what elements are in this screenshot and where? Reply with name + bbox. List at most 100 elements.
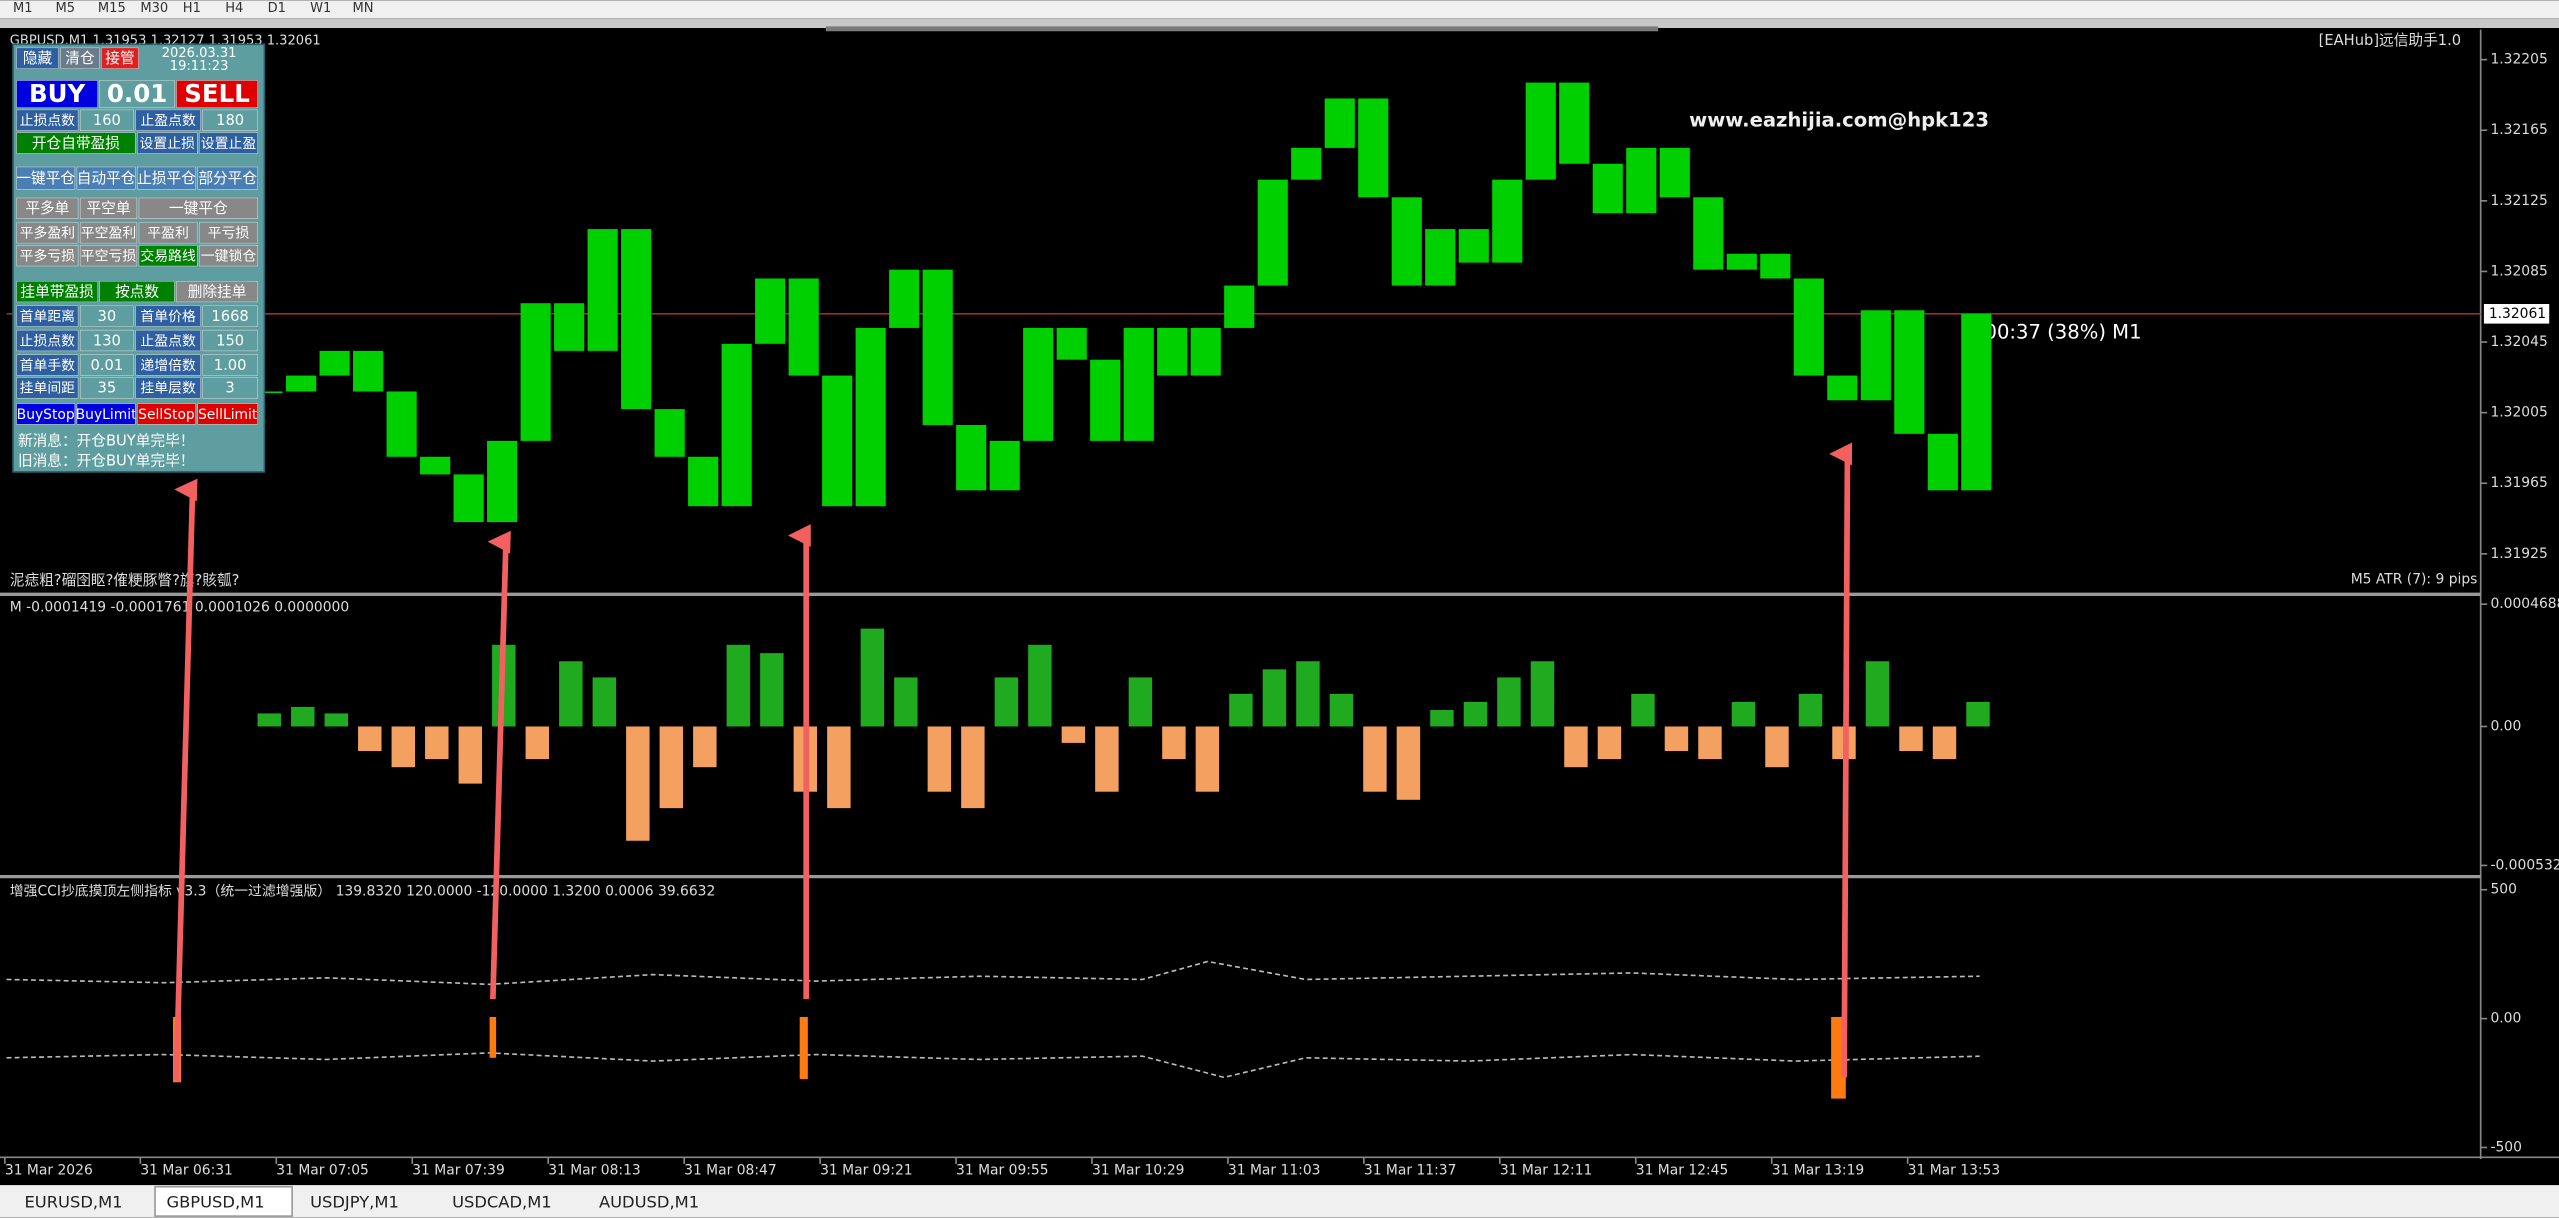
tab-label[interactable]: USDJPY,M1 [310,1193,399,1212]
panel-text[interactable]: 清仓 [65,50,95,67]
panel-cell[interactable]: 150 [202,329,258,352]
panel-cell[interactable]: SELL [176,79,258,108]
tab[interactable] [154,1185,293,1217]
panel-button[interactable] [202,109,258,131]
panel-text[interactable]: 开仓自带盈损 [32,135,120,152]
panel-button[interactable] [79,354,134,376]
panel-button[interactable] [137,403,196,425]
panel-button[interactable] [16,329,79,352]
panel-button[interactable] [176,80,258,108]
panel-text[interactable]: 平多单 [25,200,69,217]
panel-button[interactable] [199,245,258,267]
panel-cell[interactable]: 平多盈利 [16,222,79,244]
panel-text[interactable]: 首单手数 [20,358,76,374]
panel-cell[interactable]: 交易路线 [138,245,198,267]
timeframe-button[interactable]: M1 [13,1,33,16]
panel-cell[interactable]: 挂单层数 [135,377,201,399]
panel-cell[interactable]: 30 [79,305,134,327]
panel-text[interactable]: 150 [216,332,244,349]
panel-cell[interactable]: 130 [79,329,134,352]
panel-button[interactable] [135,109,201,131]
panel-button[interactable] [199,132,258,154]
panel-cell[interactable]: 平空单 [79,197,138,219]
panel-cell[interactable]: 开仓自带盈损 [16,132,136,154]
panel-cell[interactable]: 180 [202,109,258,131]
panel-button[interactable] [138,245,198,267]
panel-button[interactable] [79,245,138,267]
panel-button[interactable] [135,329,201,352]
panel-text[interactable]: 平多盈利 [20,225,75,242]
tab[interactable] [440,1186,578,1217]
panel-button[interactable] [16,305,79,327]
panel-text[interactable]: 挂单层数 [140,381,196,397]
panel-text[interactable]: 挂单带盈损 [20,283,94,300]
panel-cell[interactable]: 0.01 [99,79,175,108]
panel-text[interactable]: 一键平仓 [169,200,228,217]
panel-cell[interactable]: BuyStop [16,403,76,425]
tab-label[interactable]: AUDUSD,M1 [599,1193,699,1212]
panel-cell[interactable]: 1.00 [202,354,258,376]
panel-text[interactable]: 0.01 [91,357,124,374]
panel-button[interactable] [99,280,175,303]
panel-cell[interactable]: 平亏损 [199,222,258,244]
panel-text[interactable]: 平空单 [87,200,131,217]
timeframe-button[interactable]: M30 [140,1,168,16]
panel-cell[interactable]: 平多单 [16,197,79,219]
panel-text[interactable]: 设置止损 [140,136,196,152]
panel-text[interactable]: 180 [216,112,244,129]
tab-label[interactable]: GBPUSD,M1 [166,1193,264,1212]
panel-cell[interactable]: 一键平仓 [16,166,76,190]
panel-cell[interactable]: 止损平仓 [137,166,196,190]
panel-button[interactable] [76,403,136,425]
panel-text[interactable]: SellStop [138,407,195,423]
panel-text[interactable]: 160 [93,112,121,129]
panel-cell[interactable]: 3 [202,377,258,399]
panel-cell[interactable]: 首单价格 [135,305,201,327]
panel-button[interactable] [16,280,98,303]
panel-button[interactable] [79,109,134,131]
panel-cell[interactable]: SellLimit [197,403,258,425]
panel-text[interactable]: 平盈利 [147,226,189,242]
panel-text[interactable]: 1668 [211,308,248,325]
tab[interactable] [13,1186,151,1217]
panel-button[interactable] [79,329,134,352]
panel-button[interactable] [199,222,258,244]
panel-text[interactable]: 一键平仓 [16,170,75,187]
panel-text[interactable]: 止损点数 [20,113,76,129]
panel-text[interactable]: 平空盈利 [81,226,136,242]
panel-cell[interactable]: 平空亏损 [79,245,138,267]
panel-button[interactable] [60,47,100,69]
panel-button[interactable] [16,109,79,131]
panel-cell[interactable]: 首单距离 [16,305,79,327]
panel-text[interactable]: 自动平仓 [77,170,136,187]
panel-cell[interactable]: 接管 [101,47,139,69]
panel-button[interactable] [79,222,138,244]
panel-button[interactable] [135,305,201,327]
panel-button[interactable] [16,377,79,399]
panel-button[interactable] [16,354,79,376]
panel-text[interactable]: 隐藏 [23,50,53,67]
panel-text[interactable]: 首单距离 [20,308,75,325]
panel-text[interactable]: 130 [93,332,121,349]
panel-text[interactable]: BUY [29,79,86,108]
panel-cell[interactable]: 清仓 [60,47,100,69]
timeframe-button[interactable]: M5 [55,1,75,16]
panel-cell[interactable]: 1668 [202,305,258,327]
panel-text[interactable]: 止盈点数 [140,333,196,349]
panel-cell[interactable]: 平空盈利 [79,222,138,244]
panel-cell[interactable]: 隐藏 [16,47,59,69]
panel-cell[interactable]: 设置止损 [137,132,198,154]
panel-text[interactable]: 平多亏损 [20,247,76,264]
panel-button[interactable] [176,280,258,303]
panel-button[interactable] [79,377,134,399]
panel-cell[interactable]: 平盈利 [138,222,198,244]
panel-button[interactable] [138,197,258,219]
panel-text[interactable]: 设置止盈 [201,136,257,152]
panel-cell[interactable]: 自动平仓 [76,166,136,190]
panel-button[interactable] [16,166,76,190]
tab-label[interactable]: USDCAD,M1 [452,1193,552,1212]
panel-cell[interactable]: 止盈点数 [135,109,201,131]
panel-text[interactable]: 0.01 [107,79,167,108]
panel-text[interactable]: 止损平仓 [137,170,196,187]
panel-cell[interactable]: 删除挂单 [176,280,258,303]
